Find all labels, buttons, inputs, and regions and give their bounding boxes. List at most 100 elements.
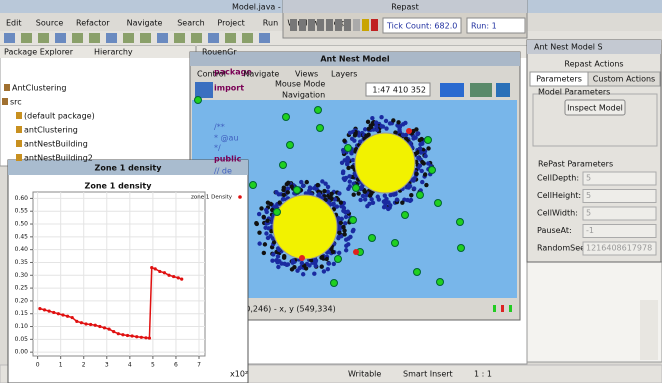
code-line: package — [214, 68, 252, 77]
carrier — [406, 128, 412, 134]
toolbar-icon — [55, 33, 66, 43]
data-point — [38, 306, 42, 311]
ant — [341, 205, 347, 211]
ant — [281, 255, 287, 260]
view-tabs — [0, 46, 195, 58]
food — [368, 234, 376, 242]
ant — [270, 258, 275, 263]
ant — [277, 200, 282, 205]
ant — [271, 252, 276, 257]
nav-3d[interactable] — [496, 83, 510, 97]
toolbar-icon — [259, 33, 270, 43]
ant — [349, 150, 354, 156]
y-tick-label: 0.05 — [15, 336, 29, 343]
data-point — [150, 265, 154, 270]
ant — [394, 197, 400, 202]
param-field — [582, 241, 657, 256]
tool-icon[interactable] — [195, 82, 213, 98]
ant — [370, 200, 376, 206]
repast-button[interactable] — [317, 19, 324, 31]
tab[interactable] — [587, 71, 661, 87]
repast-button[interactable] — [344, 19, 351, 31]
food — [330, 279, 338, 287]
param-label: CellHeight: — [537, 191, 581, 200]
x-axis-label: x10² — [230, 370, 248, 379]
repast-button[interactable] — [290, 19, 297, 31]
ant — [321, 269, 327, 274]
repast-button[interactable] — [335, 19, 342, 31]
ant — [319, 264, 324, 269]
inspect-button[interactable] — [564, 99, 626, 116]
param-label: CellDepth: — [537, 174, 579, 183]
nest — [354, 132, 416, 194]
data-point — [70, 315, 74, 320]
x-tick-label: 6 — [174, 362, 178, 369]
tree-icon — [4, 84, 10, 91]
y-tick-label: 0.50 — [15, 221, 29, 228]
legend-marker — [238, 195, 242, 199]
ant — [362, 127, 368, 132]
param-field — [582, 171, 657, 186]
ant — [326, 261, 332, 266]
food — [334, 255, 342, 263]
food — [286, 141, 294, 149]
y-tick-label: 0.45 — [15, 233, 29, 240]
ant — [369, 191, 374, 196]
ant — [350, 157, 356, 163]
menu-item: Views — [295, 70, 318, 79]
data-point — [56, 312, 60, 316]
ant — [353, 146, 359, 152]
repast-button[interactable] — [308, 19, 315, 31]
chart-titlebar — [8, 160, 248, 175]
data-point — [121, 333, 125, 337]
data-point — [75, 319, 79, 324]
ant — [279, 261, 284, 266]
food — [352, 184, 360, 192]
repast-button[interactable] — [299, 19, 306, 31]
tree-icon — [2, 98, 8, 105]
ant — [268, 201, 274, 207]
ant — [426, 146, 431, 151]
ant — [269, 228, 274, 234]
ant — [299, 260, 305, 266]
nav-back[interactable] — [440, 83, 464, 97]
ant — [381, 199, 387, 204]
ant — [352, 133, 358, 138]
tree-icon — [16, 140, 22, 147]
data-point — [116, 332, 120, 336]
ant — [289, 267, 295, 272]
ant — [344, 243, 349, 248]
model-title: Ant Nest Model — [320, 55, 390, 64]
ant — [426, 161, 431, 166]
ant — [414, 171, 419, 177]
y-tick-label: 0.20 — [15, 297, 29, 304]
ant — [420, 179, 425, 185]
ant — [336, 215, 341, 221]
x-tick-label: 4 — [128, 362, 132, 369]
ant — [264, 209, 269, 215]
plot-area — [32, 191, 206, 357]
nav-forward[interactable] — [470, 83, 492, 97]
ant — [300, 183, 306, 188]
repast-button[interactable] — [362, 19, 369, 31]
repast-button[interactable] — [326, 19, 333, 31]
eclipse-title: Model.java - MultiQue — [232, 3, 319, 12]
ant — [342, 228, 347, 233]
param-label: CellWidth: — [537, 209, 578, 218]
food — [249, 181, 257, 189]
chart-title: Zone 1 density — [85, 182, 153, 191]
indicator — [509, 305, 512, 312]
ant — [271, 239, 277, 245]
ant — [424, 182, 429, 188]
data-point — [52, 310, 56, 315]
x-tick-label: 2 — [82, 362, 86, 369]
ant — [409, 193, 414, 198]
toolbar-icon — [157, 33, 168, 43]
scrollbar — [640, 300, 658, 360]
ant — [374, 120, 379, 125]
ant — [376, 197, 382, 202]
code-line: // de — [214, 167, 232, 176]
repast-button[interactable] — [371, 19, 378, 31]
food — [457, 244, 465, 252]
repast-button[interactable] — [353, 19, 360, 31]
